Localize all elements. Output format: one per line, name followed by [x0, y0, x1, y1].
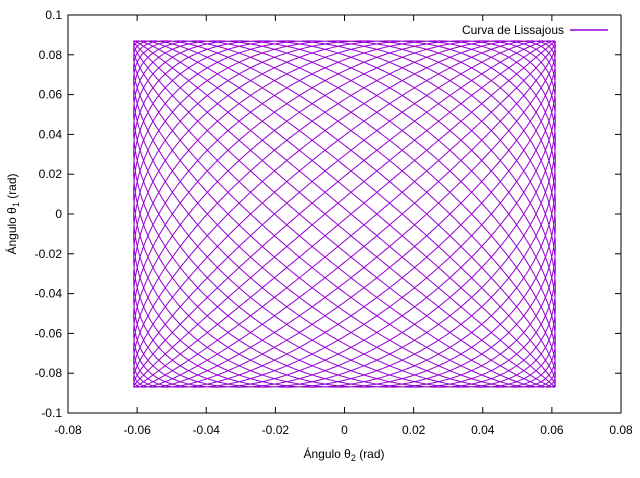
- x-tick-label: 0.06: [540, 423, 564, 437]
- x-tick-label: -0.02: [262, 423, 290, 437]
- y-tick-labels: -0.1 -0.08 -0.06 -0.04 -0.02 0 0.02 0.04 0.06 0.0…: [35, 8, 63, 420]
- y-tick-label: 0.08: [39, 48, 63, 62]
- x-axis-title: Ángulo θ2 (rad): [303, 446, 384, 463]
- y-tick-label: 0: [55, 207, 62, 221]
- legend-label: Curva de Lissajous: [462, 23, 564, 37]
- x-tick-label: -0.08: [54, 423, 82, 437]
- y-tick-label: -0.08: [35, 366, 63, 380]
- tick-marks: [67, 14, 622, 414]
- y-tick-label: 0.06: [39, 88, 63, 102]
- x-tick-labels: -0.08 -0.06 -0.04 -0.02 0 0.02 0.04 0.06 0.08: [54, 423, 633, 437]
- curve-layer: [133, 40, 556, 388]
- y-tick-label: 0.1: [45, 8, 62, 22]
- x-tick-label: 0.02: [402, 423, 426, 437]
- y-axis-title: Ángulo θ1 (rad): [4, 173, 21, 254]
- y-tick-label: -0.02: [35, 247, 63, 261]
- x-tick-label: 0.08: [609, 423, 633, 437]
- x-tick-label: -0.04: [193, 423, 221, 437]
- legend: Curva de Lissajous: [462, 23, 608, 37]
- x-tick-label: 0: [341, 423, 348, 437]
- plot-frame: [67, 14, 622, 414]
- x-tick-label: 0.04: [471, 423, 495, 437]
- series-line-lissajous: [133, 40, 556, 388]
- y-tick-label: -0.04: [35, 287, 63, 301]
- y-tick-label: -0.1: [41, 406, 62, 420]
- x-tick-label: -0.06: [123, 423, 151, 437]
- y-tick-label: 0.04: [39, 127, 63, 141]
- y-tick-label: 0.02: [39, 167, 63, 181]
- y-tick-label: -0.06: [35, 326, 63, 340]
